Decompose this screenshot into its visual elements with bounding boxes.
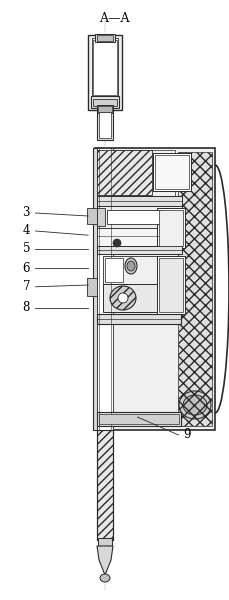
Bar [97,110,113,140]
Bar [97,208,105,226]
Bar [97,150,152,195]
Bar [155,155,189,189]
Polygon shape [97,150,175,196]
Bar [97,246,182,254]
Bar [97,228,182,246]
Ellipse shape [110,286,136,310]
Bar [105,258,123,282]
Polygon shape [87,278,97,296]
Text: 9: 9 [183,428,190,442]
Text: 3: 3 [23,206,30,220]
Text: 6: 6 [23,262,30,275]
Bar [95,34,115,42]
Ellipse shape [127,261,135,271]
Ellipse shape [100,574,110,582]
Bar [103,256,158,284]
Bar [97,148,113,430]
Bar [178,152,212,426]
Polygon shape [97,546,113,575]
Bar [97,430,113,540]
Bar [93,40,117,95]
Bar [97,196,182,206]
Circle shape [113,239,121,247]
Bar [159,210,183,246]
Bar [93,148,97,430]
Bar [97,35,113,41]
Text: 5: 5 [23,242,30,256]
Bar [95,148,215,430]
Text: A—A: A—A [99,12,129,25]
Ellipse shape [183,395,207,415]
Bar [88,35,122,110]
Text: 4: 4 [23,224,30,238]
Ellipse shape [118,293,128,303]
Bar [99,112,111,138]
Polygon shape [87,208,97,224]
Bar [157,256,185,314]
Bar [157,208,185,248]
Bar [98,106,112,112]
Bar [92,38,118,100]
Bar [93,99,117,106]
Ellipse shape [125,258,137,274]
Bar [159,258,183,312]
Bar [97,314,181,324]
Text: 8: 8 [23,301,30,314]
Bar [98,538,112,546]
Ellipse shape [179,391,211,419]
Bar [97,105,113,113]
Bar [153,153,191,191]
Text: 7: 7 [23,280,30,293]
Bar [97,206,182,228]
Bar [99,414,179,424]
Bar [103,284,158,312]
Bar [107,210,162,224]
Bar [91,96,119,108]
Bar [97,412,181,426]
